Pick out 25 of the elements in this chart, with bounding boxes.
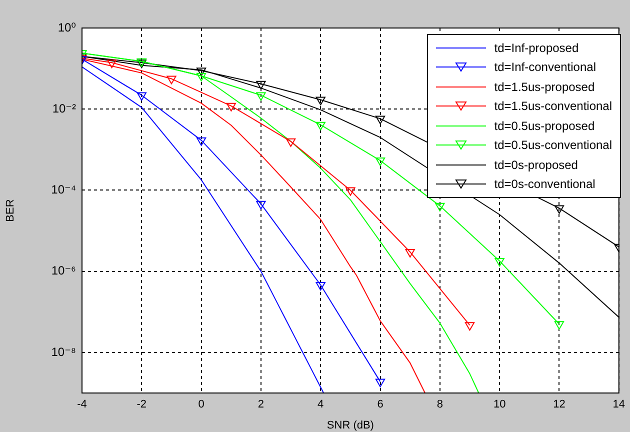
x-tick-label: 2 [258,398,264,411]
x-tick-label: 4 [318,398,324,411]
x-tick-label: 6 [377,398,384,411]
y-tick-label: 10⁻⁶ [51,264,76,278]
legend-label: td=1.5us-proposed [494,80,595,94]
x-tick-label: -2 [136,398,147,411]
y-tick-label: 10⁻² [52,101,76,116]
legend-label: td=0s-proposed [494,158,578,172]
legend-label: td=Inf-conventional [494,60,596,74]
x-tick-label: 10 [493,398,506,411]
x-tick-label: -4 [77,398,87,411]
legend-label: td=0.5us-conventional [494,138,612,152]
x-tick-label: 8 [436,398,443,411]
legend-label: td=0s-conventional [494,177,596,192]
legend-label: td=Inf-proposed [494,40,579,55]
y-axis-title: BER [4,199,17,222]
x-tick-label: 0 [198,398,204,411]
x-tick-label: 12 [553,398,566,411]
x-tick-label: 14 [612,398,626,411]
y-tick-label: 10⁻⁴ [51,182,76,197]
legend-label: td=1.5us-conventional [494,99,612,114]
x-axis-title: SNR (dB) [326,419,374,432]
legend-label: td=0.5us-proposed [494,118,595,133]
y-tick-label: 10⁻⁸ [51,344,76,359]
y-tick-label: 10⁰ [58,20,76,34]
